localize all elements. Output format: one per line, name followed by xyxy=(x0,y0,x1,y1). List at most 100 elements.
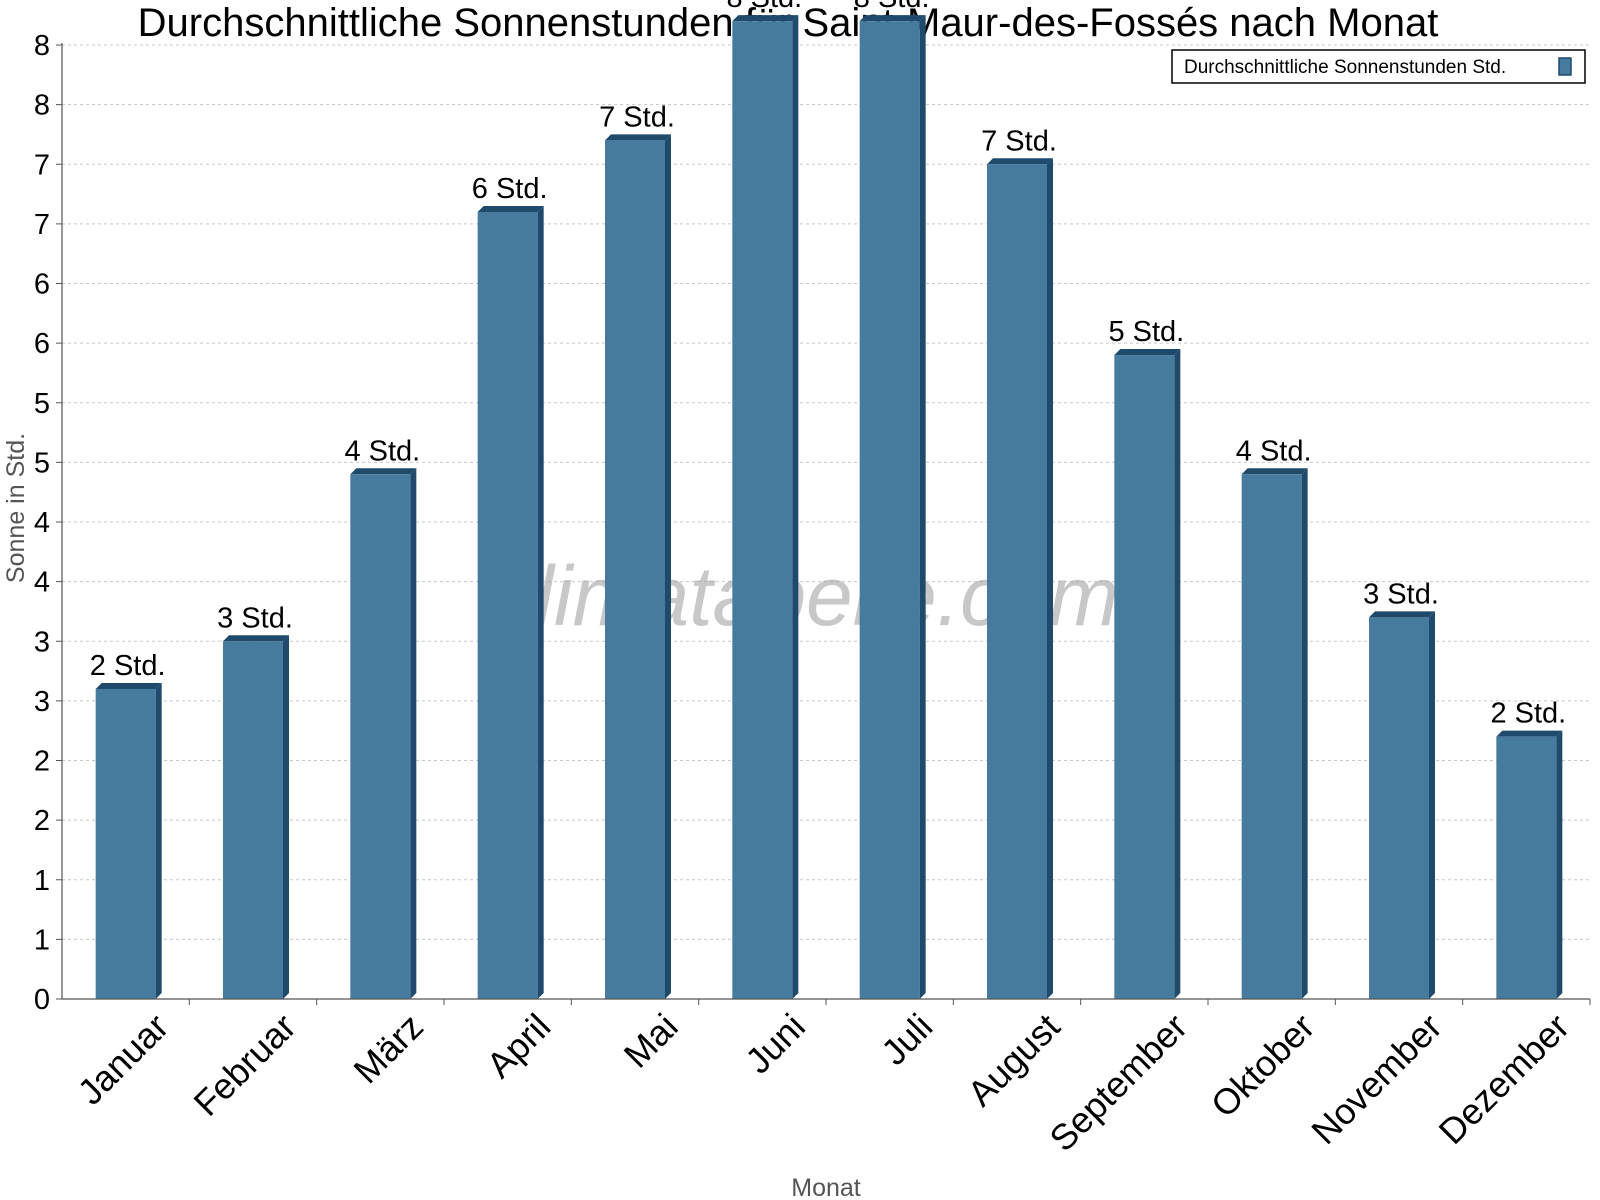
y-tick-label: 1 xyxy=(34,865,50,897)
data-label: 7 Std. xyxy=(981,125,1057,157)
data-label: 3 Std. xyxy=(1363,578,1439,610)
x-axis-label: Monat xyxy=(791,1174,861,1200)
bar-side xyxy=(410,468,417,999)
y-tick-label: 5 xyxy=(34,447,50,479)
bar-side xyxy=(155,682,162,999)
y-tick-label: 5 xyxy=(34,388,50,420)
bars-group: 2 Std. 3 Std. 4 Std. 6 Std. 7 Std. 8 Std. 8 St… xyxy=(90,0,1566,999)
y-tick-label: 6 xyxy=(34,328,50,360)
bar-top xyxy=(95,682,162,689)
y-tick-label: 2 xyxy=(34,805,50,837)
x-tick-label: Oktober xyxy=(1203,1006,1323,1126)
x-tick-label: Dezember xyxy=(1431,1006,1577,1152)
bar-top xyxy=(477,205,544,212)
y-tick-label: 3 xyxy=(34,686,50,718)
bar-group: 2 Std. xyxy=(1490,698,1566,999)
bar-top xyxy=(987,158,1053,165)
bar xyxy=(477,211,538,999)
bar-group: 8 Std. xyxy=(726,0,802,999)
y-tick-label: 8 xyxy=(34,90,50,122)
axes-group xyxy=(56,43,1591,1005)
bar-group: 6 Std. xyxy=(472,173,548,999)
bar-side xyxy=(1174,349,1181,999)
y-tick-label: 8 xyxy=(34,30,50,62)
bar xyxy=(1369,617,1429,999)
data-label: 4 Std. xyxy=(344,435,420,467)
data-label: 4 Std. xyxy=(1236,435,1312,467)
y-tick-label: 7 xyxy=(34,209,50,241)
bar xyxy=(859,21,920,999)
y-tick-labels: 0 1 1 2 2 3 3 4 4 5 5 6 6 7 7 8 8 xyxy=(34,30,50,1016)
x-tick-label: Mai xyxy=(616,1006,686,1076)
bar-side xyxy=(919,15,926,999)
bar-top xyxy=(1241,468,1308,475)
bar-side xyxy=(1047,158,1053,999)
bar xyxy=(1496,736,1557,999)
bar xyxy=(1241,474,1302,999)
bar-side xyxy=(1429,611,1435,999)
bar xyxy=(350,474,411,999)
bar-top xyxy=(223,635,289,642)
x-tick-label: Juli xyxy=(873,1006,940,1073)
y-tick-label: 4 xyxy=(34,567,50,599)
data-label: 7 Std. xyxy=(599,101,675,133)
bar-group: 7 Std. xyxy=(981,125,1057,999)
bar-top xyxy=(732,15,799,22)
bar-top xyxy=(1114,349,1181,356)
x-tick-label: November xyxy=(1303,1006,1449,1152)
data-label: 8 Std. xyxy=(726,0,802,14)
data-label: 3 Std. xyxy=(217,602,293,634)
bar-side xyxy=(283,635,289,999)
bar-group: 3 Std. xyxy=(217,602,293,999)
data-label: 2 Std. xyxy=(90,650,166,682)
bar xyxy=(732,21,793,999)
bar-top xyxy=(350,468,417,475)
bar-side xyxy=(1301,468,1308,999)
x-tick-label: September xyxy=(1041,1006,1195,1160)
bar-group: 4 Std. xyxy=(344,435,420,999)
bar-group: 8 Std. xyxy=(854,0,930,999)
bar-side xyxy=(537,205,544,999)
y-tick-label: 4 xyxy=(34,507,50,539)
legend: Durchschnittliche Sonnenstunden Std. xyxy=(1171,49,1586,84)
legend-swatch xyxy=(1558,57,1572,76)
data-label: 6 Std. xyxy=(472,173,548,205)
x-tick-label: März xyxy=(345,1006,431,1092)
legend-label: Durchschnittliche Sonnenstunden Std. xyxy=(1184,57,1506,78)
bar-group: 3 Std. xyxy=(1363,578,1439,999)
y-axis-label: Sonne in Std. xyxy=(2,433,30,583)
data-label: 2 Std. xyxy=(1490,698,1566,730)
x-tick-label: April xyxy=(478,1006,558,1086)
bar-group: 7 Std. xyxy=(599,101,675,999)
x-tick-label: Februar xyxy=(186,1006,304,1124)
y-tick-label: 6 xyxy=(34,269,50,301)
bar xyxy=(1114,355,1175,999)
bar-top xyxy=(1369,611,1435,618)
x-tick-label: Juni xyxy=(737,1006,813,1082)
bar xyxy=(95,688,156,999)
data-label: 5 Std. xyxy=(1108,316,1184,348)
y-tick-label: 3 xyxy=(34,626,50,658)
x-tick-label: Januar xyxy=(69,1006,176,1113)
grid-lines xyxy=(62,44,1590,940)
x-tick-labels: Januar Februar März April Mai Juni Juli AugustS… xyxy=(69,1006,1577,1160)
bar xyxy=(605,140,665,999)
bar-top xyxy=(605,134,671,141)
data-label: 8 Std. xyxy=(854,0,930,14)
bar-group: 2 Std. xyxy=(90,650,166,999)
bar-side xyxy=(665,134,671,999)
bar-top xyxy=(1496,730,1563,737)
bar-top xyxy=(859,15,926,22)
y-tick-label: 1 xyxy=(34,924,50,956)
y-tick-label: 7 xyxy=(34,149,50,181)
bar-group: 5 Std. xyxy=(1108,316,1184,999)
x-tick-label: August xyxy=(959,1006,1067,1114)
y-tick-label: 2 xyxy=(34,746,50,778)
bar xyxy=(223,641,283,999)
bar-side xyxy=(792,15,799,999)
bar xyxy=(987,164,1047,999)
y-tick-label: 0 xyxy=(34,984,50,1016)
bar-side xyxy=(1556,730,1563,999)
bar-group: 4 Std. xyxy=(1236,435,1312,999)
